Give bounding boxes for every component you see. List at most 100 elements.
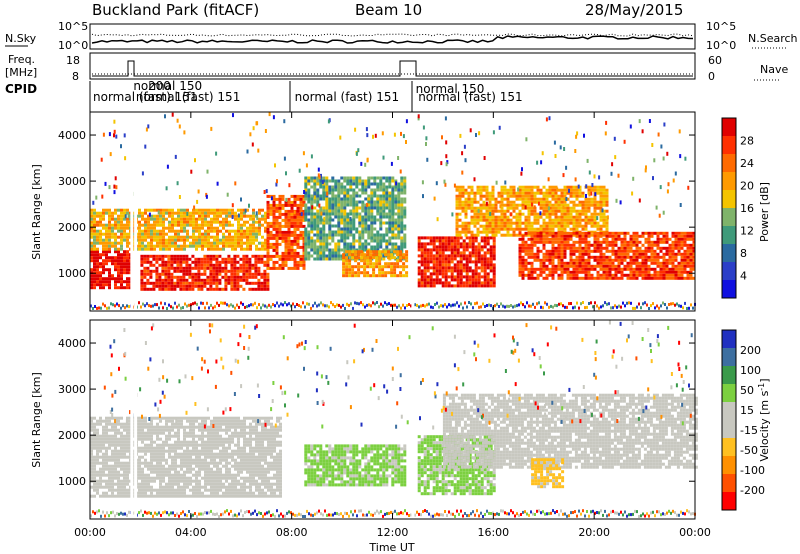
- heatmap-cell: [521, 191, 525, 195]
- heatmap-cell: [186, 211, 189, 216]
- heatmap-cell: [319, 218, 323, 222]
- heatmap-cell: [576, 131, 579, 136]
- heatmap-cell: [391, 187, 394, 192]
- heatmap-cell: [560, 200, 564, 204]
- heatmap-cell: [304, 251, 308, 255]
- heatmap-cell: [470, 197, 474, 201]
- heatmap-cell: [165, 226, 168, 230]
- heatmap-cell: [689, 237, 693, 241]
- heatmap-cell: [447, 275, 451, 279]
- heatmap-cell: [99, 229, 102, 233]
- heatmap-cell: [93, 446, 96, 450]
- heatmap-cell: [302, 242, 306, 246]
- heatmap-cell: [90, 208, 93, 212]
- heatmap-cell: [120, 262, 123, 266]
- heatmap-cell: [686, 249, 690, 253]
- heatmap-cell: [284, 257, 288, 261]
- heatmap-cell: [566, 273, 570, 277]
- heatmap-cell: [515, 233, 519, 237]
- heatmap-cell: [180, 235, 183, 239]
- heatmap-cell: [225, 229, 228, 233]
- heatmap-cell: [644, 168, 647, 173]
- heatmap-cell: [602, 212, 606, 216]
- heatmap-cell: [96, 268, 99, 272]
- heatmap-cell: [258, 229, 261, 233]
- heatmap-cell: [644, 261, 648, 265]
- heatmap-cell: [325, 239, 329, 243]
- heatmap-cell: [195, 220, 198, 224]
- heatmap-cell: [688, 306, 690, 310]
- heatmap-cell: [376, 197, 380, 201]
- heatmap-cell: [581, 227, 585, 231]
- heatmap-cell: [590, 273, 594, 277]
- heatmap-cell: [242, 275, 246, 279]
- heatmap-cell: [328, 188, 332, 192]
- heatmap-cell: [584, 246, 588, 250]
- heatmap-cell: [304, 176, 308, 180]
- heatmap-cell: [551, 243, 555, 247]
- heatmap-cell: [132, 211, 135, 215]
- heatmap-cell: [180, 247, 183, 251]
- heatmap-cell: [346, 194, 350, 198]
- heatmap-cell: [491, 206, 495, 210]
- heatmap-cell: [114, 241, 117, 245]
- heatmap-cell: [140, 284, 144, 288]
- heatmap-cell: [629, 270, 633, 274]
- heatmap-cell: [147, 217, 150, 221]
- heatmap-cell: [155, 281, 159, 285]
- heatmap-cell: [456, 281, 460, 285]
- heatmap-cell: [246, 226, 249, 230]
- heatmap-cell: [587, 255, 591, 259]
- heatmap-cell: [602, 200, 606, 204]
- heatmap-cell: [364, 224, 368, 228]
- heatmap-cell: [423, 260, 427, 264]
- heatmap-cell: [361, 206, 365, 210]
- heatmap-cell: [379, 194, 383, 198]
- heatmap-cell: [560, 302, 562, 306]
- heatmap-cell: [539, 227, 543, 231]
- heatmap-cell: [491, 188, 495, 192]
- heatmap-cell: [337, 218, 341, 222]
- heatmap-cell: [96, 235, 99, 239]
- heatmap-cell: [464, 224, 468, 228]
- heatmap-cell: [518, 188, 522, 192]
- heatmap-cell: [465, 272, 469, 276]
- heatmap-cell: [162, 214, 165, 218]
- heatmap-cell: [168, 303, 170, 307]
- heatmap-cell: [575, 264, 579, 268]
- heatmap-cell: [385, 221, 389, 225]
- heatmap-cell: [494, 215, 498, 219]
- heatmap-cell: [616, 305, 618, 309]
- heatmap-cell: [584, 252, 588, 256]
- heatmap-cell: [346, 224, 350, 228]
- heatmap-cell: [322, 239, 326, 243]
- heatmap-cell: [518, 203, 522, 207]
- heatmap-cell: [352, 188, 356, 192]
- heatmap-cell: [500, 206, 504, 210]
- heatmap-cell: [587, 240, 591, 244]
- heatmap-cell: [674, 237, 678, 241]
- heatmap-cell: [450, 248, 454, 252]
- heatmap-cell: [242, 266, 246, 270]
- heatmap-cell: [147, 124, 150, 129]
- heatmap-cell: [126, 265, 129, 269]
- heatmap-cell: [480, 257, 484, 261]
- heatmap-cell: [423, 266, 427, 270]
- heatmap-cell: [608, 255, 612, 259]
- heatmap-cell: [572, 246, 576, 250]
- heatmap-cell: [93, 464, 96, 468]
- heatmap-cell: [240, 197, 242, 202]
- heatmap-cell: [623, 243, 627, 247]
- heatmap-cell: [557, 240, 561, 244]
- heatmap-cell: [161, 284, 165, 288]
- heatmap-cell: [178, 195, 181, 199]
- heatmap-cell: [233, 287, 237, 291]
- heatmap-cell: [269, 242, 273, 246]
- heatmap-cell: [542, 230, 546, 234]
- y-tick-label: 2000: [58, 221, 86, 234]
- heatmap-cell: [123, 208, 126, 212]
- heatmap-cell: [650, 276, 654, 280]
- heatmap-cell: [90, 494, 93, 498]
- heatmap-cell: [671, 246, 675, 250]
- heatmap-cell: [679, 154, 682, 159]
